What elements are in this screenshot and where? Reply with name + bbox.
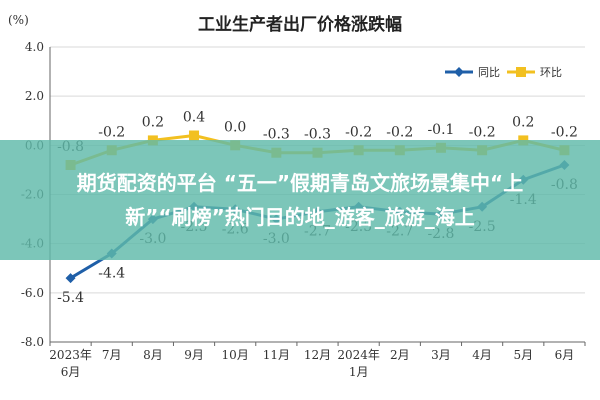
headline-line-1: 期货配资的平台 “五一”假期青岛文旅场景集中“上 [76,171,524,195]
data-label-mom: 0.2 [142,114,164,130]
data-label-mom: -0.3 [263,127,290,143]
x-tick-label: 2月 [390,348,410,362]
data-label-mom: -0.2 [345,124,372,140]
x-tick-label: 4月 [472,348,492,362]
data-label-mom: -0.1 [427,122,454,138]
data-point-mom [189,130,200,141]
y-tick-label: 2.0 [25,89,44,103]
y-tick-label: 4.0 [25,40,44,54]
x-tick-label: 6月 [555,348,575,362]
data-label-yoy: -5.4 [57,290,84,306]
x-tick-label: 9月 [184,348,204,362]
x-tick-label: 2024年 [337,348,380,362]
data-label-mom: 0.2 [512,114,534,130]
data-label-mom: -0.3 [304,127,331,143]
data-label-mom: 0.0 [224,119,246,135]
data-label-mom: 0.4 [183,110,205,126]
x-tick-label: 8月 [143,348,163,362]
data-label-mom: -0.2 [98,124,125,140]
headline-line-2: 新”“刷榜”热门目的地_游客_旅游_海上 [125,205,475,229]
y-tick-label: -8.0 [21,335,44,349]
data-label-mom: -0.2 [551,124,578,140]
x-tick-label: 2023年 [49,348,92,362]
data-label-mom: -0.2 [469,124,496,140]
chart-title: 工业生产者出厂价格涨跌幅 [198,14,402,35]
legend-marker-mom [516,67,526,77]
x-tick-label: 12月 [304,348,331,362]
legend-marker-yoy [454,67,464,77]
x-tick-label: 3月 [431,348,451,362]
x-tick-label: 1月 [349,365,369,379]
x-tick-label: 5月 [513,348,533,362]
x-tick-label: 11月 [263,348,290,362]
y-axis-unit: (%) [8,13,29,27]
data-label-yoy: -4.4 [98,266,125,282]
x-tick-label: 10月 [222,348,249,362]
legend-label-yoy: 同比 [478,66,500,79]
headline-banner[interactable]: 期货配资的平台 “五一”假期青岛文旅场景集中“上 新”“刷榜”热门目的地_游客_… [0,140,600,260]
data-point-yoy [65,273,76,284]
x-tick-label: 7月 [102,348,122,362]
legend-label-mom: 环比 [540,66,562,79]
y-tick-label: -6.0 [21,286,44,300]
data-label-mom: -0.2 [386,124,413,140]
x-tick-label: 6月 [61,365,81,379]
